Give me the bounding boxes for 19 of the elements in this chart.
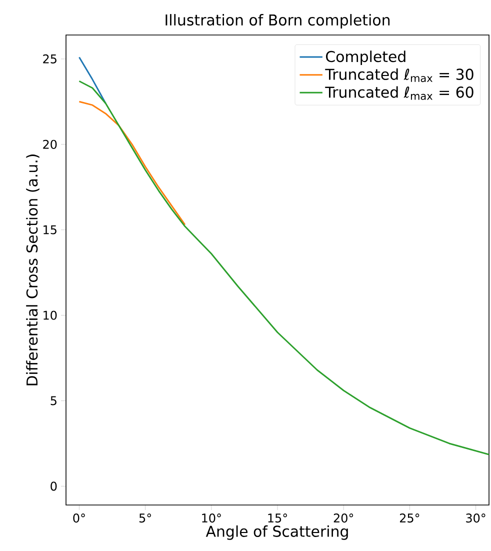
x-tick-label: 15° — [268, 514, 287, 523]
x-tick-label: 5° — [139, 514, 151, 523]
chart-title: Illustration of Born completion — [166, 14, 390, 28]
y-tick-label: 10 — [44, 310, 57, 320]
x-axis-title: Angle of Scattering — [206, 525, 348, 540]
x-tick-label: 25° — [400, 514, 420, 523]
x-tick-label: 10° — [202, 514, 221, 523]
x-tick-label: 20° — [334, 514, 354, 523]
y-tick-label: 15 — [44, 225, 56, 234]
y-axis-title: Differential Cross Section (a.u.) — [26, 154, 40, 386]
x-tick-label: 30° — [466, 514, 486, 523]
y-tick-label: 20 — [43, 140, 57, 149]
legend-label: Completed — [326, 50, 406, 66]
legend-label: Truncated ℓ$_{max}$ = 60 — [325, 86, 474, 100]
y-tick-label: 0 — [50, 482, 57, 491]
y-tick-label: 25 — [43, 54, 56, 64]
x-tick-label: 0° — [73, 514, 85, 523]
y-tick-label: 5 — [50, 396, 56, 406]
legend-label: Truncated ℓ$_{max}$ = 30 — [325, 68, 474, 82]
